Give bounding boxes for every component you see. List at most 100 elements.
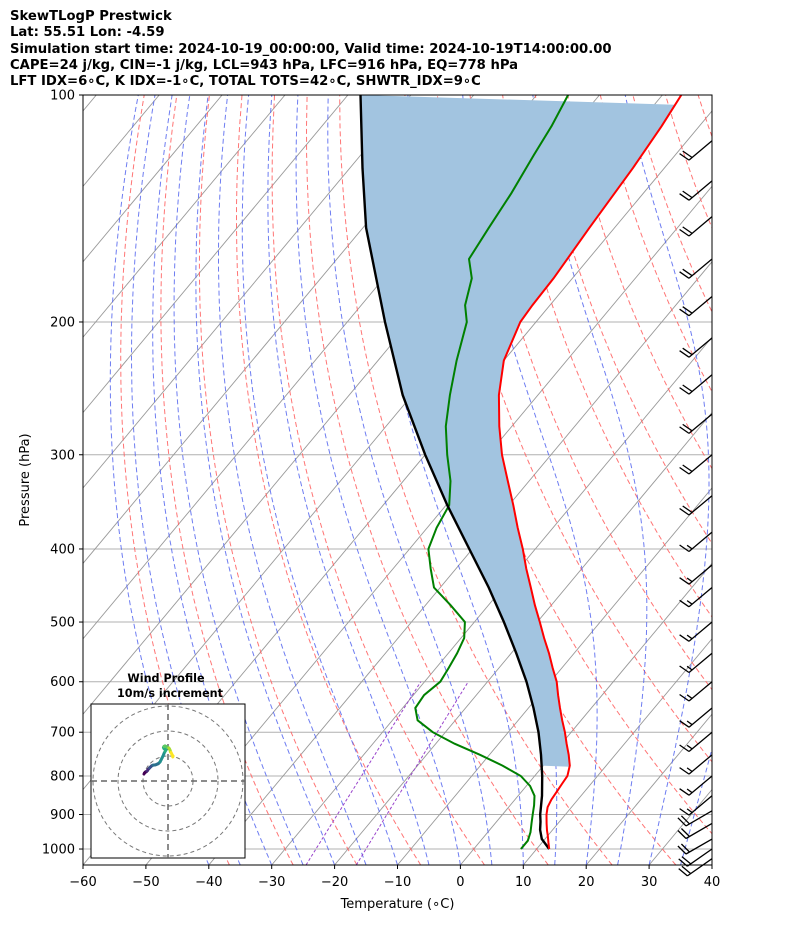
x-axis-label: Temperature (∘C): [340, 897, 455, 912]
y-axis-label: Pressure (hPa): [18, 433, 33, 526]
y-tick-label: 200: [50, 315, 75, 330]
wind-barb: [679, 681, 713, 702]
moist-adiabat-line: [195, 95, 336, 865]
chart-header: SkewTLogP Prestwick Lat: 55.51 Lon: -4.5…: [10, 9, 612, 90]
x-tick-label: −40: [195, 875, 222, 890]
station-title: SkewTLogP Prestwick: [10, 9, 172, 24]
y-tick-label: 1000: [42, 843, 75, 858]
wind-barbs: [677, 140, 713, 877]
x-tick-label: −10: [384, 875, 411, 890]
dry-adiabat-line: [567, 95, 712, 470]
isotherm-line: [711, 864, 712, 865]
isotherm-line: [83, 95, 412, 489]
wind-barb: [679, 652, 713, 674]
y-tick-label: 300: [50, 448, 75, 463]
wind-barb: [679, 495, 713, 516]
wind-barb: [679, 295, 713, 317]
wind-barb: [679, 454, 713, 475]
isotherm-line: [83, 95, 286, 338]
wind-barb: [678, 848, 713, 867]
isotherm-line: [585, 713, 712, 865]
wind-barb: [679, 707, 713, 728]
wind-barb: [679, 413, 713, 434]
y-tick-label: 900: [50, 808, 75, 823]
background-lines: [83, 95, 794, 865]
dry-adiabat-line: [271, 95, 485, 865]
moist-adiabat-line: [218, 95, 367, 865]
moist-adiabat-line: [532, 95, 648, 865]
wind-barb: [679, 180, 713, 201]
isotherm-line: [83, 95, 223, 263]
moist-adiabat-line: [680, 747, 712, 865]
moist-adiabat-line: [173, 95, 304, 865]
wind-barb: [679, 795, 713, 816]
hodograph-plot: [91, 704, 245, 858]
wind-barb: [679, 621, 713, 642]
wind-barb: [677, 822, 713, 840]
wind-barb: [679, 531, 713, 553]
dry-adiabat-line: [160, 95, 294, 865]
simulation-time-label: Simulation start time: 2024-10-19_00:00:…: [10, 41, 612, 57]
profile-lines: [359, 95, 683, 850]
moist-adiabat-line: [327, 95, 493, 865]
moist-adiabat-line: [711, 863, 712, 865]
wind-barb: [677, 810, 713, 827]
cape-indices-label: CAPE=24 j/kg, CIN=-1 j/kg, LCL=943 hPa, …: [10, 57, 519, 73]
lat-lon-label: Lat: 55.51 Lon: -4.59: [10, 25, 165, 41]
x-tick-label: −60: [69, 875, 96, 890]
axes: −60 −50 −40 −30 −20 −10 0 10 20 30 40 100 200 300 400 5…: [42, 89, 720, 891]
dewpoint-line: [414, 95, 569, 850]
moist-adiabat-line: [267, 95, 430, 865]
y-tick-label: 600: [50, 675, 75, 690]
x-tick-label: −20: [321, 875, 348, 890]
y-tick-label: 100: [50, 89, 75, 104]
moist-adiabat-line: [295, 95, 461, 865]
wind-barb: [677, 838, 713, 855]
mixing-ratio-line: [305, 681, 422, 865]
hodograph-ring: [117, 730, 219, 832]
isotherm-line: [271, 336, 712, 865]
y-tick-label: 800: [50, 769, 75, 784]
x-tick-label: −50: [132, 875, 159, 890]
hodograph-subtitle: 10m/s increment: [117, 687, 224, 700]
stability-indices-label: LFT IDX=6∘C, K IDX=-1∘C, TOTAL TOTS=42∘C…: [10, 74, 481, 90]
wind-barb: [679, 258, 713, 279]
x-tick-label: 20: [578, 875, 595, 890]
dry-adiabat-line: [731, 95, 794, 865]
isotherm-line: [83, 95, 97, 112]
x-tick-label: −30: [258, 875, 285, 890]
wind-barb: [679, 731, 713, 753]
dry-adiabat-line: [632, 95, 712, 313]
wind-barb: [679, 140, 713, 161]
wind-barb: [679, 754, 713, 775]
temperature-line: [497, 95, 683, 850]
wind-barb: [679, 216, 713, 237]
y-tick-label: 400: [50, 542, 75, 557]
y-tick-label: 700: [50, 726, 75, 741]
wind-barb: [679, 337, 713, 358]
cape-area: [360, 95, 676, 767]
mixing-ratio-line: [355, 681, 469, 865]
wind-barb: [679, 587, 713, 608]
moist-adiabat-line: [152, 95, 273, 865]
x-tick-label: 0: [456, 875, 464, 890]
dry-adiabat-line: [198, 95, 358, 865]
hodograph-inset: Wind Profile 10m/s increment: [90, 672, 246, 859]
wind-barb: [679, 374, 713, 395]
moist-adiabat-line: [241, 95, 398, 865]
x-tick-label: 10: [515, 875, 532, 890]
x-tick-label: 30: [641, 875, 658, 890]
parcel-line: [359, 95, 551, 850]
dry-adiabat-line: [763, 95, 794, 865]
isotherm-line: [460, 562, 712, 865]
isotherm-line: [522, 638, 712, 865]
moist-adiabat-line: [462, 95, 598, 865]
isotherm-line: [83, 95, 349, 414]
dry-adiabat-line: [339, 95, 613, 865]
isotherm-line: [397, 487, 712, 865]
dry-adiabat-line: [305, 95, 549, 865]
wind-barb: [679, 775, 713, 796]
y-tick-label: 500: [50, 616, 75, 631]
hodograph-title: Wind Profile: [127, 672, 205, 685]
